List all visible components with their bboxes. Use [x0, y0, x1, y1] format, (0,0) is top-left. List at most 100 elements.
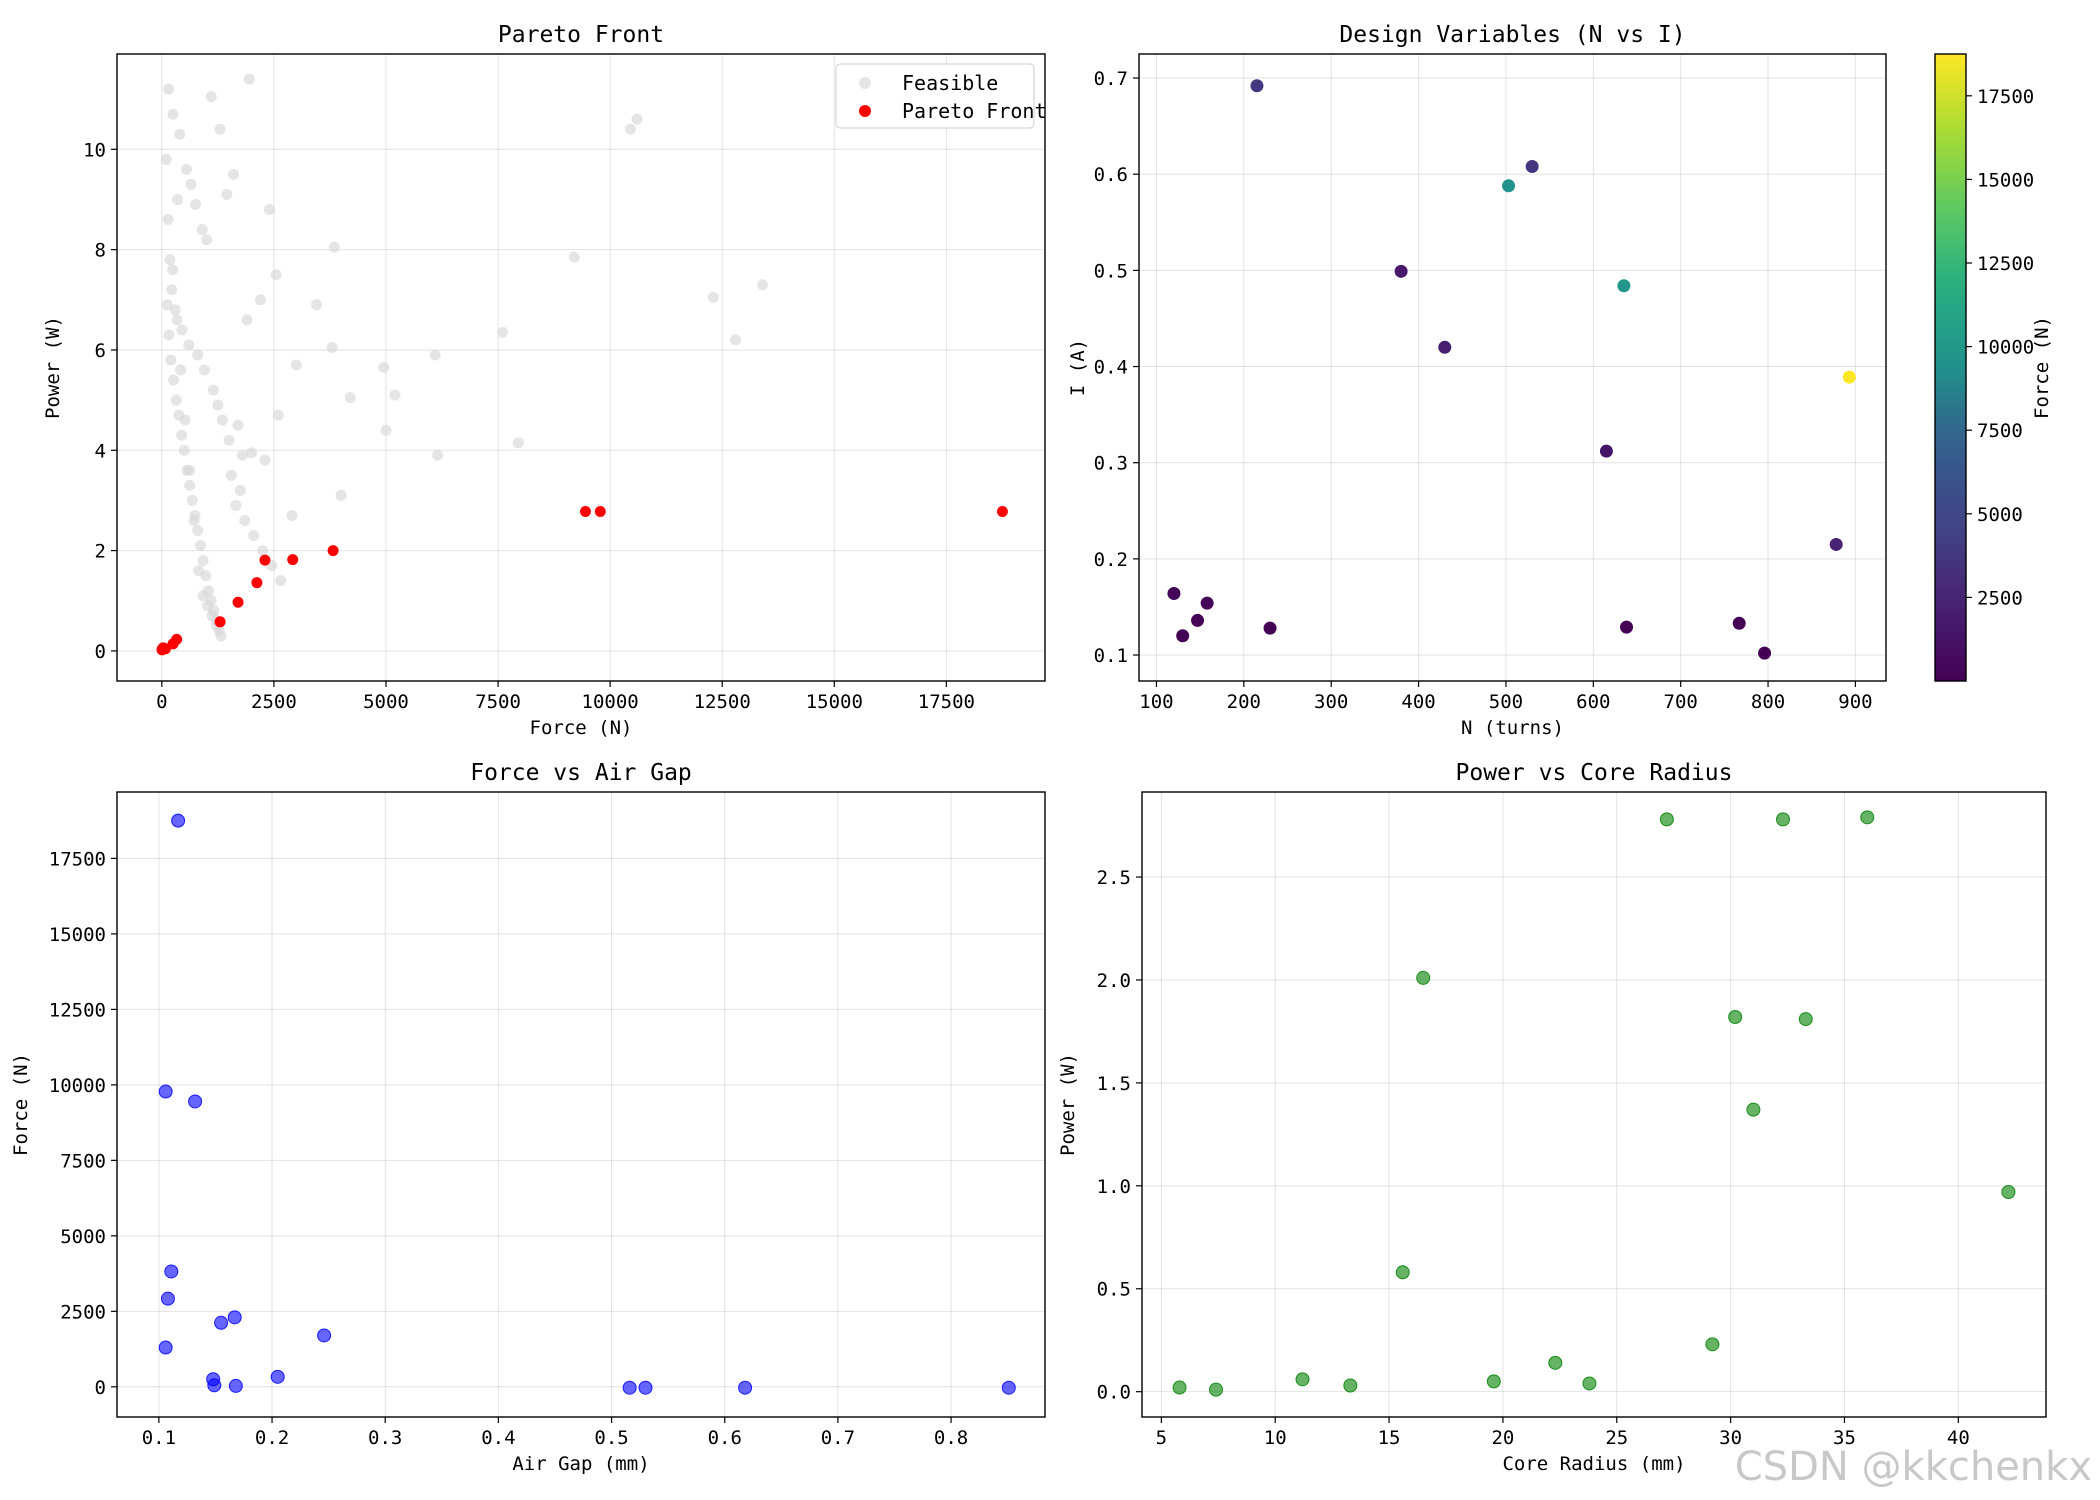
y-axis-label: Force (N)	[10, 1053, 32, 1156]
x-axis-label: N (turns)	[1461, 717, 1564, 739]
feasible-point	[215, 630, 227, 642]
feasible-point	[167, 108, 179, 120]
feasible-point	[167, 264, 179, 276]
x-tick-label: 0.7	[821, 1427, 855, 1449]
x-tick-label: 200	[1227, 691, 1261, 713]
y-tick-label: 2	[95, 541, 106, 563]
feasible-point	[310, 299, 322, 311]
data-point	[1728, 1010, 1743, 1025]
design-point	[1167, 586, 1181, 600]
pareto-point	[287, 554, 299, 566]
feasible-point	[380, 424, 392, 436]
feasible-point	[228, 168, 240, 180]
x-tick-label: 0.3	[368, 1427, 402, 1449]
feasible-point	[163, 83, 175, 95]
feasible-point	[757, 279, 769, 291]
colorbar-label: Force (N)	[2031, 316, 2053, 419]
y-tick-label: 0	[95, 1377, 106, 1399]
data-point	[738, 1380, 753, 1395]
colorbar-tick-label: 15000	[1977, 169, 2034, 191]
feasible-point	[162, 214, 174, 226]
x-axis-label: Air Gap (mm)	[512, 1453, 649, 1475]
feasible-point	[192, 525, 204, 537]
data-points	[1172, 810, 2016, 1397]
design-point	[1176, 629, 1190, 643]
feasible-point	[216, 414, 228, 426]
feasible-point	[241, 314, 253, 326]
legend-label-feasible: Feasible	[902, 71, 998, 95]
data-point	[622, 1380, 637, 1395]
y-tick-label: 0.3	[1094, 453, 1128, 475]
colorbar-tick-label: 5000	[1977, 504, 2023, 526]
feasible-point	[205, 91, 217, 103]
data-point	[1548, 1355, 1563, 1370]
pareto-point	[327, 545, 339, 557]
data-point	[158, 1084, 173, 1099]
feasible-point	[201, 234, 213, 246]
feasible-point	[378, 362, 390, 373]
axes-frame	[116, 53, 1046, 682]
pareto-point	[594, 505, 606, 517]
x-tick-label: 0.4	[481, 1427, 515, 1449]
feasible-point	[184, 479, 196, 491]
feasible-point	[172, 193, 184, 205]
feasible-point	[568, 251, 580, 263]
feasible-point	[185, 178, 197, 190]
feasible-point	[196, 224, 208, 236]
feasible-point	[248, 530, 260, 542]
feasible-point	[254, 294, 266, 306]
feasible-point	[328, 241, 340, 253]
design-point	[1525, 160, 1539, 174]
feasible-point	[232, 419, 244, 431]
feasible-point	[225, 469, 237, 481]
feasible-point	[239, 514, 251, 526]
design-point	[1394, 264, 1408, 278]
feasible-point	[183, 339, 195, 351]
feasible-point	[270, 269, 282, 281]
colorbar-gradient	[1935, 54, 1966, 681]
feasible-point	[164, 254, 176, 266]
y-tick-label: 0.5	[1094, 260, 1128, 282]
colorbar: 2500 5000 7500 10000 12500 15000 17500 Force (N…	[1934, 53, 2053, 682]
y-tick-label: 1.0	[1097, 1176, 1131, 1198]
panel-title: Pareto Front	[498, 22, 664, 48]
data-point	[188, 1094, 203, 1109]
x-tick-label: 600	[1576, 691, 1610, 713]
data-point	[1172, 1380, 1187, 1395]
power-vs-core-radius-panel: 5 10 15 20 25 30 35 40 0.0 0.5 1.0 1.5 2.0 2.5 Power v…	[1057, 760, 2047, 1475]
feasible-point	[170, 394, 182, 406]
data-point	[1860, 810, 1875, 825]
y-tick-label: 2500	[60, 1301, 106, 1323]
force-vs-air-gap-panel: 0.1 0.2 0.3 0.4 0.5 0.6 0.7 0.8 0 2500 5000 7500 100…	[10, 760, 1046, 1475]
y-tick-label: 5000	[60, 1226, 106, 1248]
data-point	[1416, 970, 1431, 985]
data-point	[1395, 1265, 1410, 1280]
x-tick-label: 900	[1838, 691, 1872, 713]
x-axis-label: Force (N)	[530, 717, 633, 739]
colorbar-tick-label: 17500	[1977, 86, 2034, 108]
legend-label-pareto: Pareto Front	[902, 99, 1047, 123]
colorbar-tick-label: 7500	[1977, 420, 2023, 442]
feasible-point	[243, 73, 255, 85]
feasible-point	[176, 324, 188, 336]
pareto-front-panel: 0 2500 5000 7500 10000 12500 15000 17500 0 2 4 6 8 10…	[42, 22, 1047, 739]
colorbar-tick-label: 12500	[1977, 253, 2034, 275]
feasible-point	[344, 392, 356, 404]
x-tick-label: 10	[1264, 1427, 1287, 1449]
pareto-point	[159, 643, 171, 655]
feasible-point	[275, 575, 287, 587]
data-point	[317, 1328, 332, 1343]
feasible-point	[263, 203, 275, 215]
feasible-point	[165, 354, 177, 366]
feasible-point	[192, 349, 204, 361]
legend-box	[835, 63, 1035, 129]
design-point	[1263, 621, 1277, 635]
feasible-point	[707, 291, 719, 303]
data-point	[171, 813, 186, 828]
data-point	[227, 1310, 242, 1325]
feasible-point	[272, 409, 284, 421]
y-tick-label: 10000	[49, 1075, 106, 1097]
data-point	[160, 1291, 175, 1306]
feasible-point	[335, 489, 347, 501]
